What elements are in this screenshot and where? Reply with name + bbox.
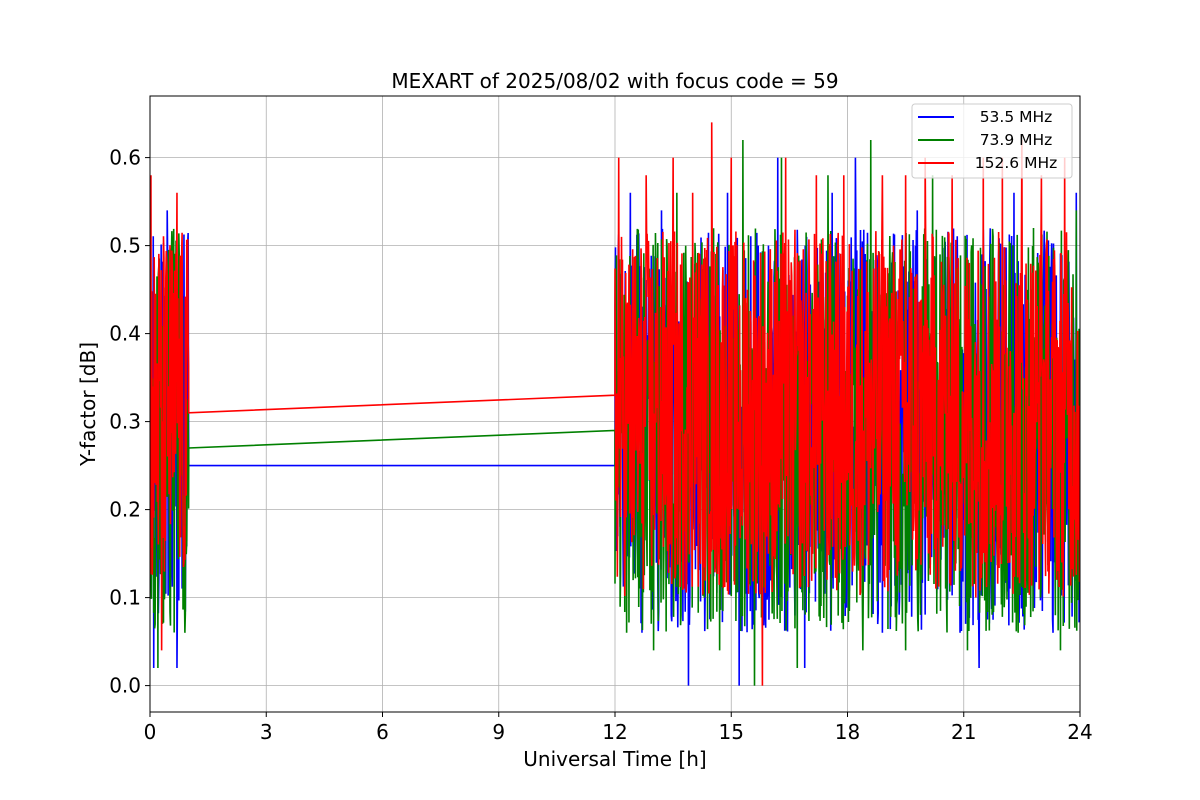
- x-tick-label: 21: [951, 720, 976, 744]
- legend-box: [911, 103, 1073, 179]
- legend-label-2: 152.6 MHz: [975, 154, 1057, 172]
- y-tick-label: 0.1: [109, 586, 141, 610]
- series-line-2: [150, 122, 1080, 686]
- y-tick-label: 0.6: [109, 146, 141, 170]
- x-tick-label: 24: [1067, 720, 1092, 744]
- x-tick-label: 12: [602, 720, 627, 744]
- legend-label-0: 53.5 MHz: [980, 108, 1053, 126]
- chart-title: MEXART of 2025/08/02 with focus code = 5…: [391, 69, 838, 93]
- x-axis-label: Universal Time [h]: [523, 747, 706, 771]
- y-tick-label: 0.4: [109, 322, 141, 346]
- y-tick-label: 0.2: [109, 498, 141, 522]
- y-tick-label: 0.0: [109, 674, 141, 698]
- x-tick-label: 3: [260, 720, 273, 744]
- x-tick-label: 18: [835, 720, 860, 744]
- axis-ticks: 0 3 6 9 12 15 18 21 24 0.0 0.1 0.2 0.3 0.4 0.5 0.6: [109, 146, 1093, 744]
- x-tick-label: 0: [144, 720, 157, 744]
- plot-area: [150, 122, 1080, 686]
- legend: 53.5 MHz 73.9 MHz 152.6 MHz: [911, 103, 1073, 179]
- x-tick-label: 6: [376, 720, 389, 744]
- y-axis-label: Y-factor [dB]: [76, 342, 100, 467]
- x-tick-label: 15: [719, 720, 744, 744]
- x-tick-label: 9: [492, 720, 505, 744]
- legend-label-1: 73.9 MHz: [980, 131, 1053, 149]
- y-tick-label: 0.5: [109, 234, 141, 258]
- y-tick-label: 0.3: [109, 410, 141, 434]
